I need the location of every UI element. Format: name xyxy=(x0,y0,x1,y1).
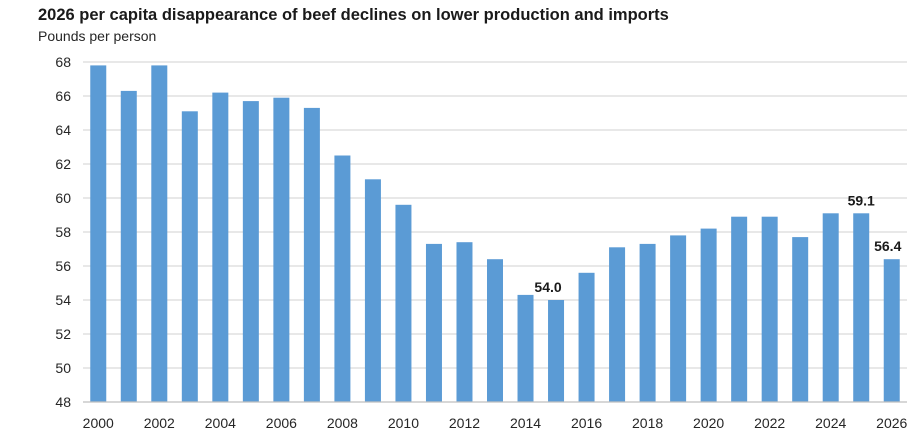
x-tick-label: 2000 xyxy=(83,415,114,431)
bar-2021 xyxy=(731,216,748,402)
bar-2014 xyxy=(517,294,534,402)
y-tick-label: 60 xyxy=(55,190,71,206)
bar-2012 xyxy=(456,242,473,402)
x-tick-label: 2018 xyxy=(632,415,663,431)
bar-2018 xyxy=(639,243,656,402)
x-tick-label: 2006 xyxy=(266,415,297,431)
y-axis-label: Pounds per person xyxy=(38,28,157,44)
bar-2020 xyxy=(700,228,717,402)
bar-2001 xyxy=(120,90,137,403)
bar-2026 xyxy=(883,259,900,402)
y-tick-label: 64 xyxy=(55,122,71,138)
data-label-2015: 54.0 xyxy=(534,279,561,295)
x-tick-label: 2016 xyxy=(571,415,602,431)
y-tick-label: 48 xyxy=(55,394,71,410)
data-labels: 54.0 59.1 56.4 xyxy=(534,192,901,295)
bar-2019 xyxy=(670,235,687,402)
bars xyxy=(90,65,900,403)
bar-2024 xyxy=(822,213,839,402)
bar-2006 xyxy=(273,97,290,402)
bar-2011 xyxy=(425,243,442,402)
x-tick-label: 2022 xyxy=(754,415,785,431)
bar-2008 xyxy=(334,155,351,402)
x-tick-label: 2020 xyxy=(693,415,724,431)
x-tick-label: 2010 xyxy=(388,415,419,431)
chart-title: 2026 per capita disappearance of beef de… xyxy=(38,6,669,24)
y-tick-label: 58 xyxy=(55,224,71,240)
x-tick-label: 2012 xyxy=(449,415,480,431)
bar-2025 xyxy=(853,213,870,402)
bar-2016 xyxy=(578,272,595,402)
data-label-2026: 56.4 xyxy=(874,238,901,254)
x-tick-label: 2002 xyxy=(144,415,175,431)
y-tick-label: 52 xyxy=(55,326,71,342)
bar-2004 xyxy=(212,92,229,402)
bar-2017 xyxy=(609,247,626,402)
x-tick-label: 2004 xyxy=(205,415,236,431)
y-tick-label: 68 xyxy=(55,54,71,70)
bar-2010 xyxy=(395,204,412,402)
y-axis-ticks: 48 50 52 54 56 58 60 62 64 66 68 xyxy=(55,54,71,410)
bar-2000 xyxy=(90,65,107,403)
x-tick-label: 2026 xyxy=(876,415,907,431)
y-tick-label: 56 xyxy=(55,258,71,274)
x-axis-ticks: 2000 2002 2004 2006 2008 2010 2012 2014 2016 2018… xyxy=(83,415,908,431)
bar-2023 xyxy=(792,237,809,402)
bar-2022 xyxy=(761,216,778,402)
bar-2013 xyxy=(487,259,503,402)
y-tick-label: 50 xyxy=(55,360,71,376)
data-label-2025: 59.1 xyxy=(848,192,875,208)
bar-2005 xyxy=(242,101,259,402)
y-tick-label: 62 xyxy=(55,156,71,172)
bar-2003 xyxy=(181,111,198,403)
bar-2015 xyxy=(548,300,565,402)
bar-2007 xyxy=(303,107,320,403)
bar-2009 xyxy=(364,179,381,402)
x-tick-label: 2024 xyxy=(815,415,846,431)
y-tick-label: 54 xyxy=(55,292,71,308)
y-tick-label: 66 xyxy=(55,88,71,104)
x-tick-label: 2008 xyxy=(327,415,358,431)
bar-2002 xyxy=(151,65,168,403)
x-tick-label: 2014 xyxy=(510,415,541,431)
